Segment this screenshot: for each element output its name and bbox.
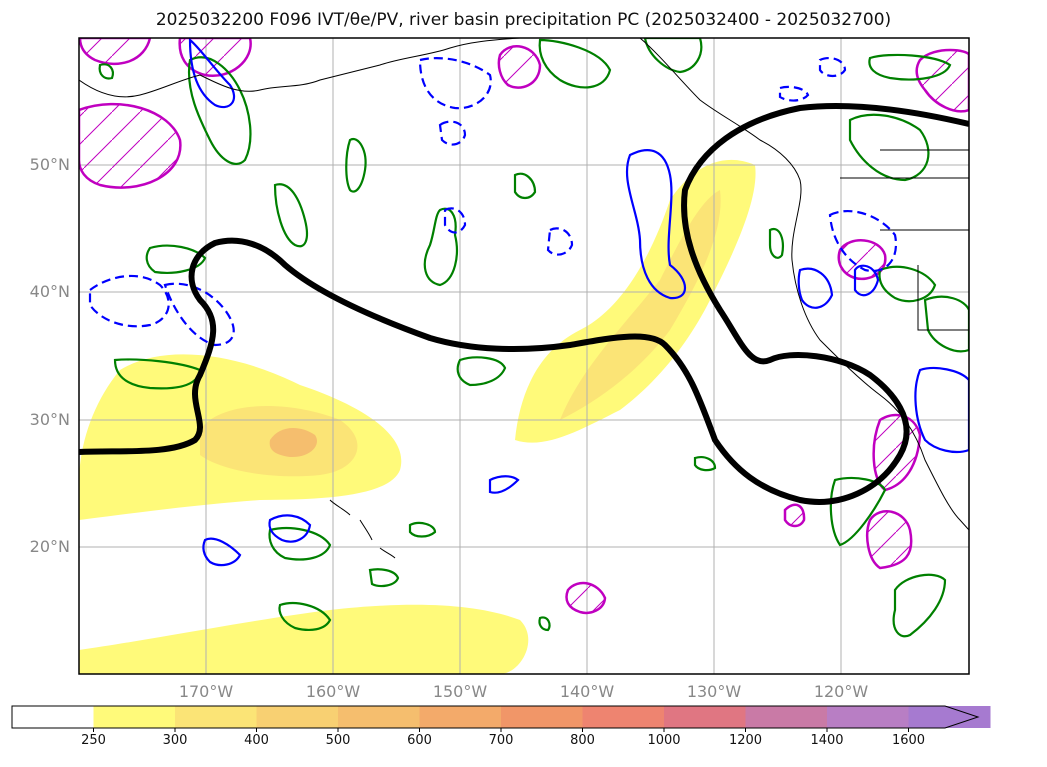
lon-label-170w: 170°W bbox=[178, 682, 234, 701]
lat-label-30: 30°N bbox=[29, 410, 70, 429]
colorbar-segment bbox=[582, 706, 665, 728]
lat-label-40: 40°N bbox=[29, 282, 70, 301]
colorbar-segment bbox=[745, 706, 828, 728]
colorbar-tick-label: 600 bbox=[407, 733, 432, 748]
colorbar-tick-label: 800 bbox=[570, 733, 595, 748]
colorbar-segment bbox=[338, 706, 420, 728]
ivt-plume-east-core bbox=[560, 190, 721, 420]
ivt-south-band bbox=[79, 604, 529, 674]
ivt-blue-contours bbox=[188, 38, 969, 567]
colorbar-segment bbox=[93, 706, 176, 728]
map-title: 2025032200 F096 IVT/θe/PV, river basin p… bbox=[155, 10, 892, 30]
ivt-plume-west-max bbox=[269, 428, 318, 458]
lon-label-150w: 150°W bbox=[432, 682, 488, 701]
colorbar-outline bbox=[11, 705, 980, 729]
colorbar-segment bbox=[12, 706, 94, 728]
colorbar-tick-label: 500 bbox=[325, 733, 351, 748]
thick-contour bbox=[79, 102, 969, 505]
colorbar-tick-label: 1600 bbox=[891, 733, 926, 748]
coastlines bbox=[79, 38, 969, 559]
ivt-shading bbox=[79, 159, 756, 674]
lat-label-50: 50°N bbox=[29, 155, 70, 174]
map-border bbox=[78, 37, 970, 675]
theta-e-contours bbox=[98, 38, 969, 638]
colorbar-tick-label: 700 bbox=[488, 733, 514, 748]
lon-label-140w: 140°W bbox=[559, 682, 615, 701]
lon-label-120w: 120°W bbox=[813, 682, 869, 701]
colorbar-tick-label: 1200 bbox=[728, 733, 763, 748]
colorbar-tick-label: 1400 bbox=[810, 733, 844, 748]
lat-label-20: 20°N bbox=[29, 537, 70, 556]
colorbar-segment bbox=[175, 706, 257, 728]
ivt-blue-dashed-contours bbox=[88, 56, 898, 347]
colorbar-tick-label: 400 bbox=[244, 733, 269, 748]
colorbar-tick-label: 1000 bbox=[647, 733, 681, 748]
lon-label-130w: 130°W bbox=[686, 682, 742, 701]
lon-label-160w: 160°W bbox=[305, 682, 361, 701]
colorbar-tick-label: 300 bbox=[162, 733, 188, 748]
colorbar-segment bbox=[501, 706, 583, 728]
map-area bbox=[79, 38, 969, 674]
colorbar-tick-label: 250 bbox=[81, 733, 106, 748]
colorbar-segment bbox=[256, 706, 339, 728]
colorbar-segment bbox=[664, 706, 746, 728]
colorbar bbox=[11, 705, 991, 732]
colorbar-segment bbox=[419, 706, 502, 728]
colorbar-segment bbox=[827, 706, 909, 728]
